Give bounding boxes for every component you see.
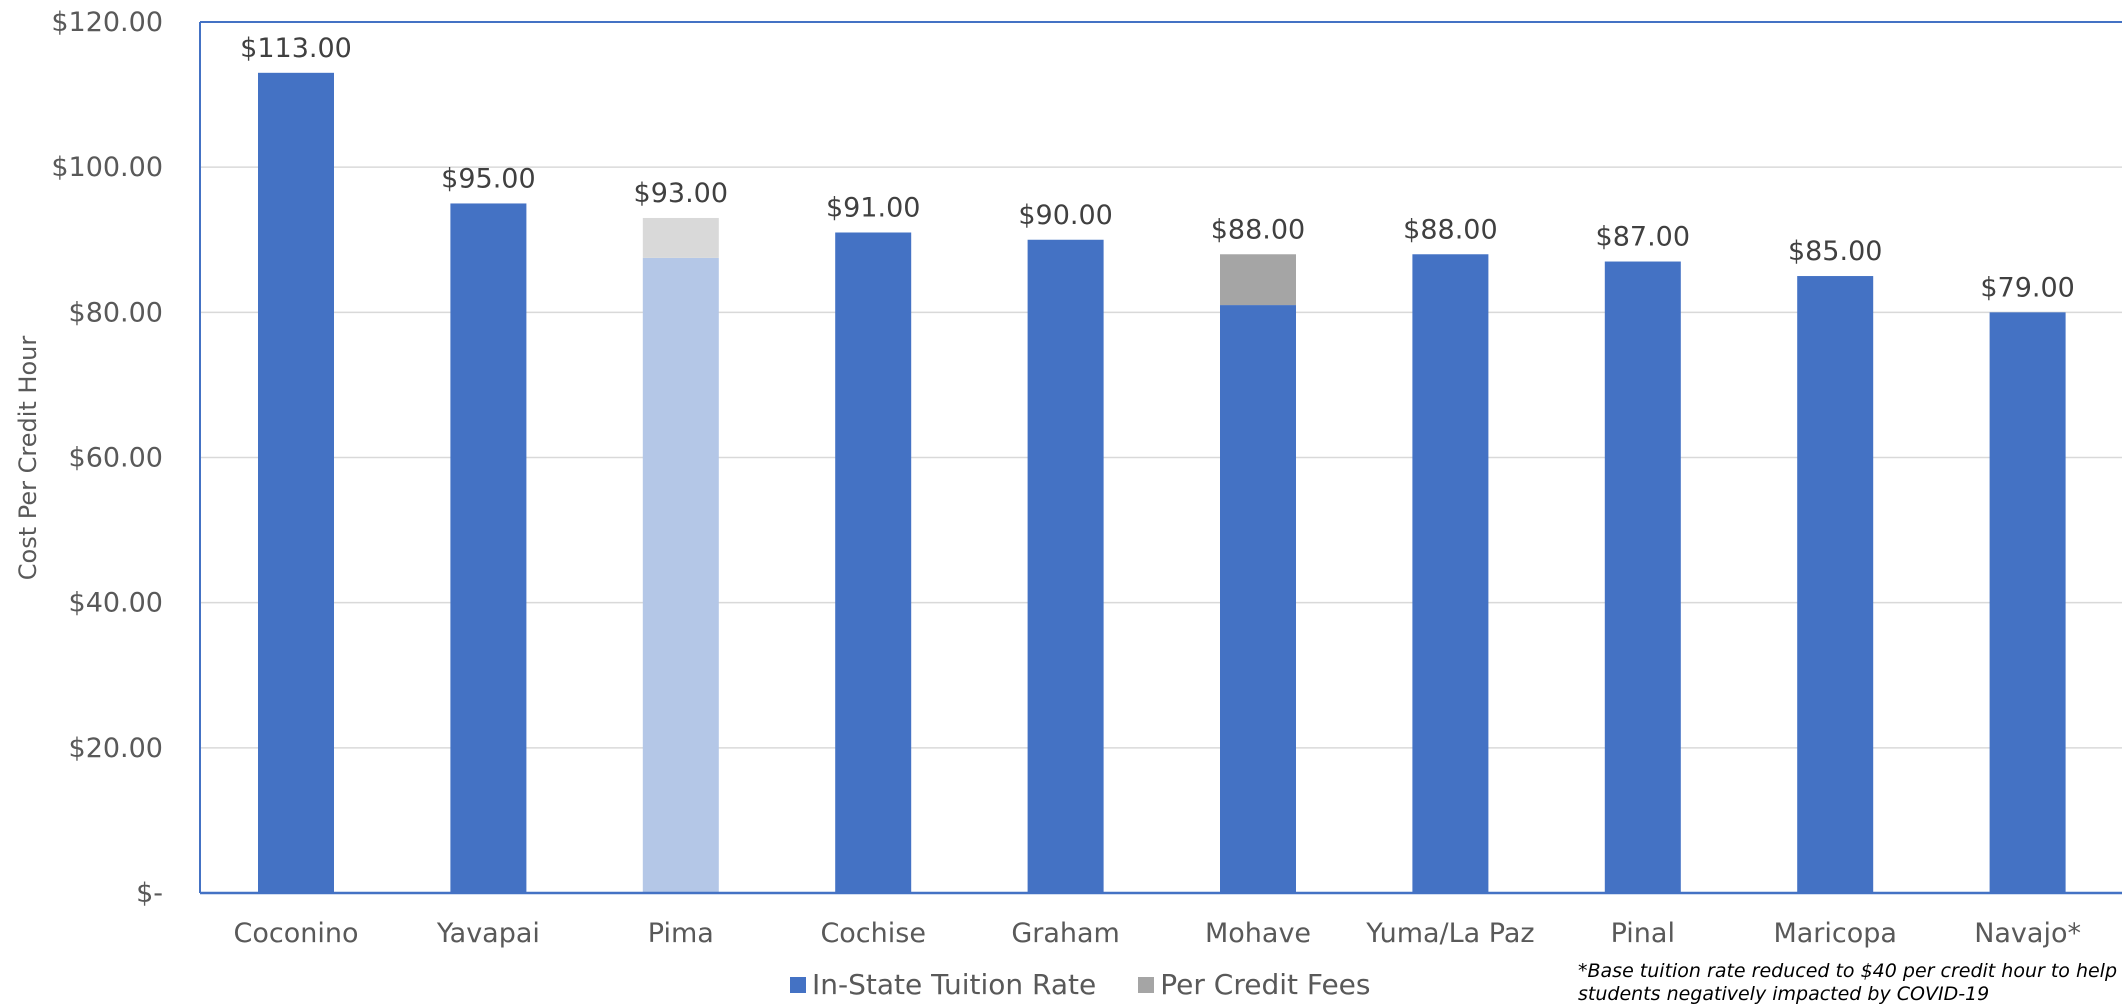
y-tick-label: $-: [136, 878, 163, 909]
data-label: $113.00: [240, 33, 352, 64]
legend-item-tuition: In-State Tuition Rate: [790, 968, 1096, 1001]
bar-tuition: [1412, 254, 1489, 893]
x-tick-label: Pima: [648, 918, 714, 949]
x-tick-label: Coconino: [234, 918, 359, 949]
x-tick-label: Pinal: [1611, 918, 1675, 949]
legend-swatch-fees: [1138, 976, 1155, 993]
bar-tuition: [1027, 239, 1104, 893]
data-label: $95.00: [441, 163, 535, 194]
bar-tuition: [258, 72, 334, 893]
y-tick-label: $80.00: [69, 297, 163, 328]
x-tick-label: Maricopa: [1773, 918, 1897, 949]
data-label: $88.00: [1211, 214, 1305, 245]
bar-tuition: [1797, 276, 1874, 894]
bar-tuition: [1220, 305, 1296, 893]
footnote: *Base tuition rate reduced to $40 per cr…: [1578, 960, 2118, 1005]
y-tick-label: $20.00: [69, 733, 163, 764]
data-label: $91.00: [826, 192, 920, 223]
y-tick-label: $100.00: [51, 152, 163, 183]
bar-tuition: [1989, 312, 2066, 893]
data-label: $88.00: [1403, 214, 1497, 245]
labels: $- $20.00 $40.00 $60.00 $80.00 $100.00 $120.00…: [51, 7, 2081, 949]
legend-item-fees: Per Credit Fees: [1138, 968, 1371, 1001]
legend: In-State Tuition Rate Per Credit Fees: [790, 968, 1413, 1001]
bar-tuition: [450, 203, 527, 894]
data-label: $90.00: [1018, 200, 1112, 231]
x-tick-label: Cochise: [820, 918, 926, 949]
y-tick-label: $40.00: [69, 588, 163, 619]
data-label: $79.00: [1980, 272, 2074, 303]
legend-swatch-tuition: [790, 976, 806, 993]
x-tick-label: Yavapai: [436, 918, 540, 949]
y-tick-label: $120.00: [51, 7, 163, 38]
data-label: $87.00: [1596, 222, 1690, 253]
x-tick-label: Yuma/La Paz: [1365, 918, 1534, 949]
data-label: $93.00: [634, 178, 728, 209]
bar-tuition: [835, 232, 912, 893]
x-tick-label: Graham: [1011, 918, 1120, 949]
x-tick-label: Mohave: [1205, 918, 1311, 949]
axes: [199, 21, 2122, 895]
legend-label-tuition: In-State Tuition Rate: [812, 968, 1097, 1001]
data-label: $85.00: [1788, 236, 1882, 267]
bar-tuition: [642, 257, 719, 893]
y-axis-title: Cost Per Credit Hour: [14, 336, 42, 581]
bars: [258, 72, 2066, 894]
bar-fees: [642, 217, 719, 258]
y-tick-label: $60.00: [69, 443, 163, 474]
bar-tuition: [1604, 261, 1681, 893]
bar-fees: [1220, 254, 1296, 306]
legend-label-fees: Per Credit Fees: [1160, 968, 1371, 1001]
x-tick-label: Navajo*: [1974, 918, 2081, 949]
